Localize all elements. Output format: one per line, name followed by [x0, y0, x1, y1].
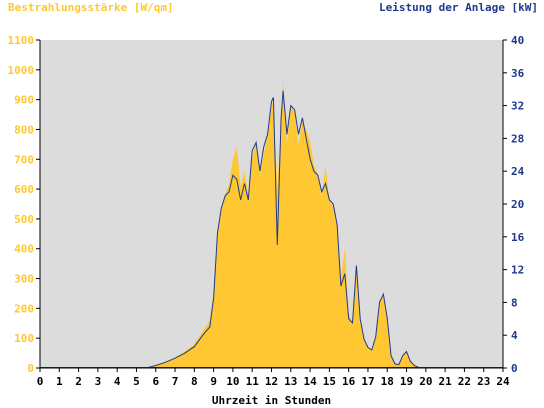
right-tick-label: 12 — [511, 264, 524, 277]
x-tick-label: 0 — [37, 375, 44, 388]
right-tick-label: 4 — [511, 329, 518, 342]
right-tick-label: 32 — [511, 100, 524, 113]
left-tick-label: 800 — [14, 123, 34, 136]
irradiance-area-layer — [146, 78, 422, 369]
x-tick-label: 18 — [381, 375, 394, 388]
x-tick-label: 12 — [265, 375, 278, 388]
left-tick-label: 500 — [14, 213, 34, 226]
x-tick-label: 5 — [133, 375, 140, 388]
right-tick-label: 8 — [511, 296, 518, 309]
right-tick-label: 20 — [511, 198, 524, 211]
x-tick-label: 10 — [226, 375, 239, 388]
left-tick-label: 0 — [27, 362, 34, 375]
x-tick-label: 11 — [246, 375, 260, 388]
x-tick-label: 4 — [114, 375, 121, 388]
tick-label-layer: 0100200300400500600700800900100011000481… — [8, 34, 525, 388]
x-tick-label: 21 — [439, 375, 453, 388]
x-tick-label: 14 — [303, 375, 317, 388]
x-tick-label: 1 — [56, 375, 63, 388]
x-tick-label: 17 — [361, 375, 374, 388]
left-tick-label: 700 — [14, 153, 34, 166]
x-tick-label: 22 — [458, 375, 471, 388]
x-tick-label: 6 — [152, 375, 159, 388]
x-tick-label: 13 — [284, 375, 297, 388]
right-tick-label: 36 — [511, 67, 525, 80]
x-tick-label: 16 — [342, 375, 356, 388]
left-tick-label: 1000 — [8, 64, 35, 77]
right-tick-label: 0 — [511, 362, 518, 375]
x-tick-label: 23 — [477, 375, 490, 388]
left-tick-label: 900 — [14, 94, 34, 107]
left-tick-label: 1100 — [8, 34, 35, 47]
x-tick-label: 7 — [172, 375, 179, 388]
right-tick-label: 28 — [511, 132, 524, 145]
x-tick-label: 24 — [496, 375, 510, 388]
left-tick-label: 300 — [14, 273, 34, 286]
x-tick-label: 3 — [95, 375, 102, 388]
x-tick-label: 8 — [191, 375, 198, 388]
left-tick-label: 200 — [14, 302, 34, 315]
left-tick-label: 400 — [14, 243, 34, 256]
right-tick-label: 24 — [511, 165, 525, 178]
x-tick-label: 19 — [400, 375, 413, 388]
power-line — [145, 90, 423, 369]
left-tick-label: 600 — [14, 183, 34, 196]
left-tick-label: 100 — [14, 332, 34, 345]
right-axis-title: Leistung der Anlage [kW] — [379, 1, 538, 14]
x-tick-label: 20 — [419, 375, 432, 388]
irradiance-area — [146, 78, 422, 369]
x-tick-label: 9 — [210, 375, 217, 388]
left-axis-title: Bestrahlungsstärke [W/qm] — [8, 1, 174, 14]
right-tick-label: 40 — [511, 34, 524, 47]
x-tick-label: 2 — [75, 375, 82, 388]
x-tick-label: 15 — [323, 375, 336, 388]
x-axis-title: Uhrzeit in Stunden — [212, 394, 331, 407]
right-tick-label: 16 — [511, 231, 525, 244]
